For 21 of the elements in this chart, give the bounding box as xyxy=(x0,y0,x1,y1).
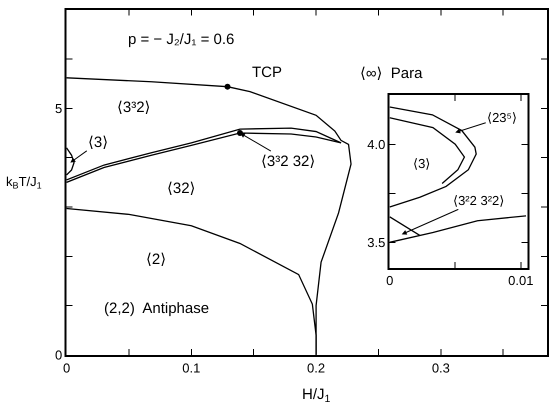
annotation: ⟨2⟩ xyxy=(146,251,166,268)
x-tick-label: 0.2 xyxy=(307,360,326,376)
x-tick-label: 0.01 xyxy=(508,273,534,288)
annotation: (2,2) Antiphase xyxy=(104,300,210,317)
annotation: ⟨3³2 32⟩ xyxy=(261,153,316,170)
y-tick-label: 3.5 xyxy=(367,234,386,250)
annotation: ⟨23⁵⟩ xyxy=(487,110,517,125)
annotation: ⟨3²2 3²2⟩ xyxy=(453,193,504,208)
annotation: ⟨∞⟩ Para xyxy=(360,65,424,82)
x-tick-label: 0.3 xyxy=(432,360,450,376)
annotation: ⟨3³2⟩ xyxy=(117,99,150,116)
x-tick-label: 0.1 xyxy=(182,360,200,376)
x-axis-title: H/J$_{1}$ xyxy=(302,386,330,406)
y-tick-label: 4.0 xyxy=(367,136,386,152)
y-tick-label: 5 xyxy=(54,100,62,116)
annotation: ⟨32⟩ xyxy=(167,180,196,197)
annotation: ⟨3⟩ xyxy=(413,156,430,171)
annotation: ⟨3⟩ xyxy=(88,134,108,151)
annotation: p = − J₂/J₁ = 0.6 xyxy=(128,31,234,48)
annotation: TCP xyxy=(252,64,282,81)
y-axis-title: k$_{B}$T/J$_{1}$ xyxy=(6,174,42,191)
